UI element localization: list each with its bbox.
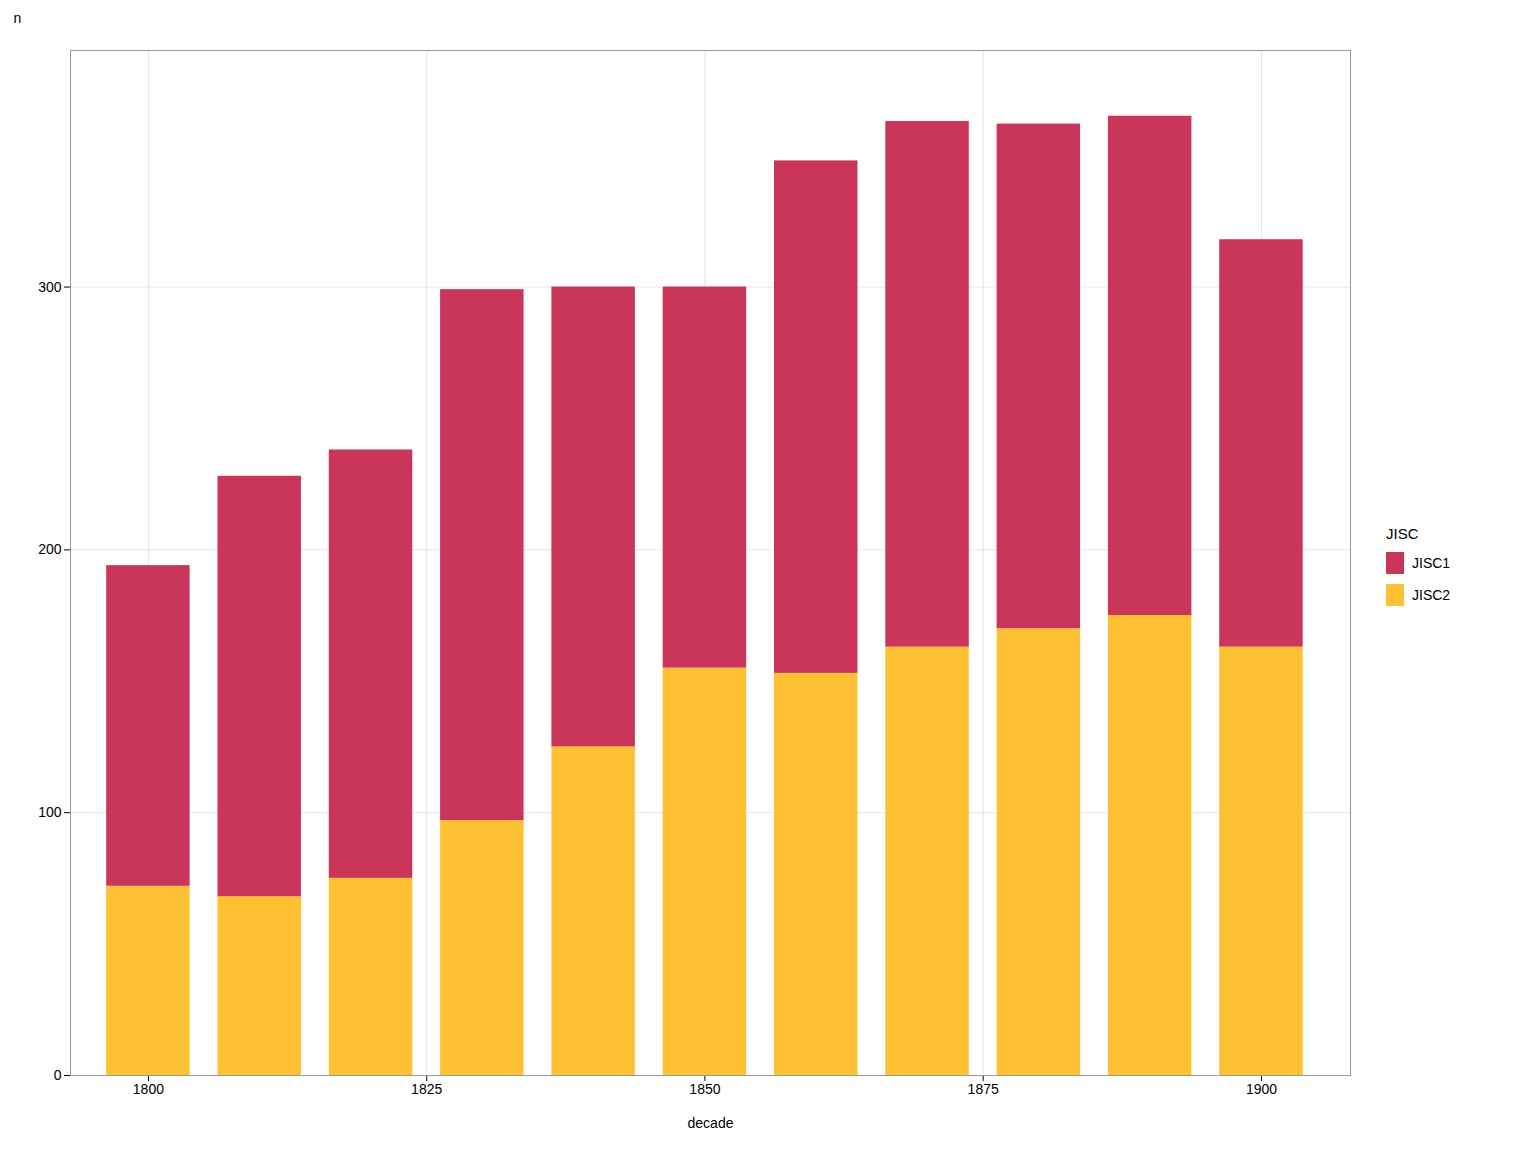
svg-text:1900: 1900 — [1246, 1081, 1277, 1097]
svg-text:1875: 1875 — [968, 1081, 999, 1097]
svg-text:200: 200 — [38, 541, 62, 557]
svg-text:300: 300 — [38, 279, 62, 295]
svg-text:1825: 1825 — [411, 1081, 442, 1097]
svg-text:0: 0 — [54, 1067, 62, 1083]
html-text:JISC1: JISC1 — [1412, 554, 1451, 571]
svg-text:1850: 1850 — [689, 1081, 720, 1097]
svg-text:decade: decade — [688, 1115, 734, 1131]
html-text:JISC2: JISC2 — [1412, 586, 1451, 603]
svg-text:1800: 1800 — [133, 1081, 164, 1097]
html-text:JISC: JISC — [1386, 524, 1419, 542]
svg-text:100: 100 — [38, 804, 62, 820]
svg-text:n: n — [14, 10, 22, 26]
